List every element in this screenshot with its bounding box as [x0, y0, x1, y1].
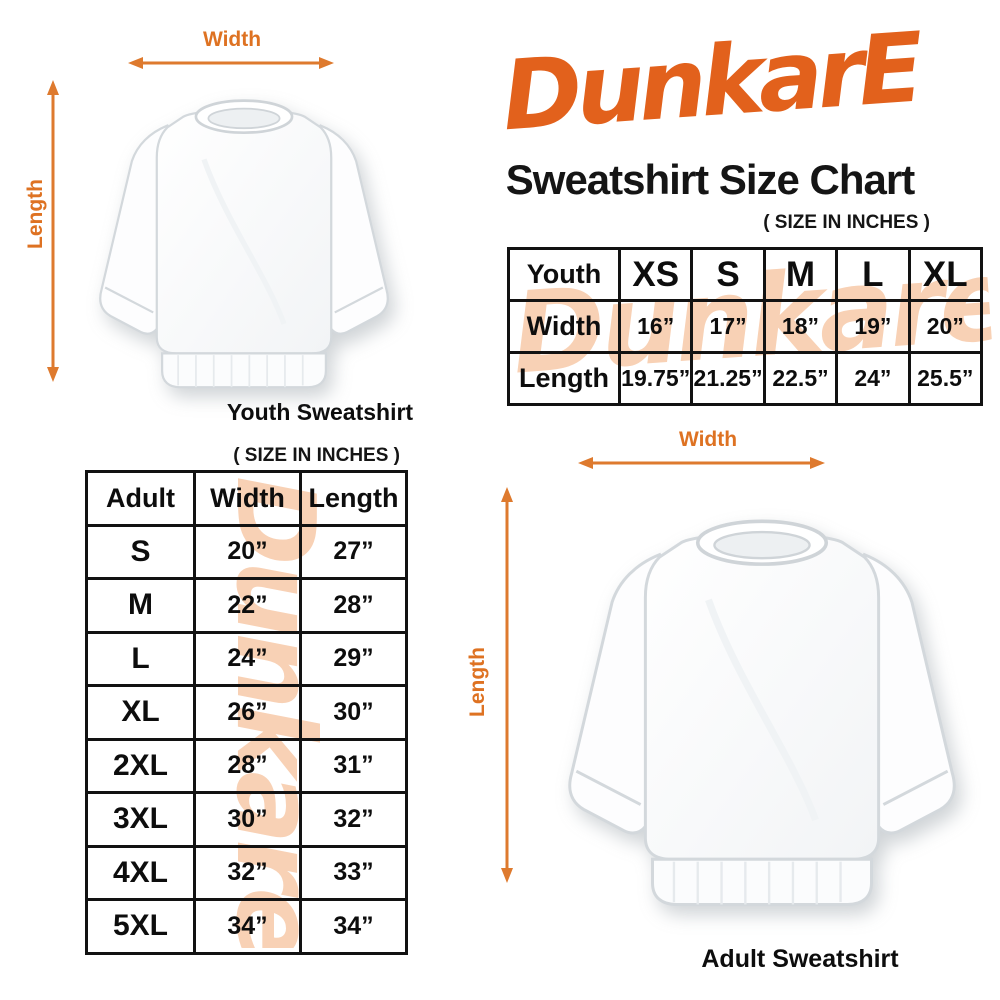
adult-width-label: Width: [678, 428, 738, 451]
adult-size-cell: 2XL: [85, 737, 196, 794]
table-cell: 34”: [193, 898, 302, 955]
table-row: 2XL 28” 31”: [85, 737, 408, 794]
adult-table-header-cell: Width: [193, 470, 302, 527]
size-unit-note-top: ( SIZE IN INCHES ): [763, 212, 930, 233]
table-cell: 19”: [835, 299, 911, 354]
youth-width-row-label: Width: [507, 299, 621, 354]
adult-width-arrow-icon: [578, 457, 825, 469]
table-row: Adult Width Length: [85, 470, 408, 527]
table-row: 3XL 30” 32”: [85, 791, 408, 848]
table-cell: 25.5”: [907, 351, 984, 406]
table-row: M 22” 28”: [85, 577, 408, 634]
table-row: Width 16” 17” 18” 19” 20”: [507, 299, 984, 354]
table-row: S 20” 27”: [85, 523, 408, 580]
youth-length-label: Length: [24, 179, 47, 249]
table-cell: 28”: [299, 577, 408, 634]
brand-logo: DunkarE: [498, 11, 922, 153]
adult-figure-caption: Adult Sweatshirt: [701, 945, 899, 973]
adult-size-table: Adult Width Length S 20” 27” M 22” 28” L…: [85, 470, 408, 955]
youth-sweatshirt-image: [99, 99, 389, 389]
table-cell: 17”: [690, 299, 766, 354]
table-cell: 32”: [299, 791, 408, 848]
adult-length-arrow-icon: [501, 487, 513, 883]
table-cell: 19.75”: [617, 351, 694, 406]
table-cell: 24”: [835, 351, 911, 406]
youth-size-header-cell: XS: [617, 247, 694, 302]
youth-table-corner-cell: Youth: [507, 247, 621, 302]
table-cell: 30”: [193, 791, 302, 848]
youth-size-header-cell: XL: [907, 247, 984, 302]
table-row: L 24” 29”: [85, 630, 408, 687]
youth-width-label: Width: [202, 28, 262, 51]
youth-size-table: Youth XS S M L XL Width 16” 17” 18” 19” …: [507, 247, 984, 406]
table-cell: 16”: [617, 299, 694, 354]
table-cell: 27”: [299, 523, 408, 580]
table-cell: 22”: [193, 577, 302, 634]
adult-size-cell: L: [85, 630, 196, 687]
adult-sweatshirt-image: [568, 519, 956, 906]
table-row: 5XL 34” 34”: [85, 898, 408, 955]
adult-size-cell: XL: [85, 684, 196, 741]
youth-figure-caption: Youth Sweatshirt: [226, 399, 414, 425]
youth-width-arrow-icon: [128, 57, 334, 69]
size-unit-note-adult: ( SIZE IN INCHES ): [233, 445, 400, 466]
table-cell: 32”: [193, 844, 302, 901]
youth-length-arrow-icon: [47, 80, 59, 382]
table-cell: 29”: [299, 630, 408, 687]
youth-size-header-cell: L: [835, 247, 911, 302]
youth-size-header-cell: M: [762, 247, 839, 302]
page-title: Sweatshirt Size Chart: [505, 156, 915, 203]
table-cell: 30”: [299, 684, 408, 741]
table-cell: 22.5”: [762, 351, 839, 406]
adult-table-header-cell: Length: [299, 470, 408, 527]
adult-size-cell: 3XL: [85, 791, 196, 848]
table-cell: 26”: [193, 684, 302, 741]
table-cell: 34”: [299, 898, 408, 955]
youth-size-table-section: Youth XS S M L XL Width 16” 17” 18” 19” …: [507, 247, 984, 406]
youth-size-header-cell: S: [690, 247, 766, 302]
adult-size-cell: 4XL: [85, 844, 196, 901]
adult-length-label: Length: [466, 647, 489, 717]
adult-size-cell: 5XL: [85, 898, 196, 955]
table-row: Youth XS S M L XL: [507, 247, 984, 302]
table-row: XL 26” 30”: [85, 684, 408, 741]
adult-size-table-section: Adult Width Length S 20” 27” M 22” 28” L…: [85, 470, 408, 955]
table-cell: 31”: [299, 737, 408, 794]
table-cell: 20”: [907, 299, 984, 354]
adult-size-cell: S: [85, 523, 196, 580]
table-cell: 33”: [299, 844, 408, 901]
adult-size-cell: M: [85, 577, 196, 634]
adult-table-header-cell: Adult: [85, 470, 196, 527]
table-row: Length 19.75” 21.25” 22.5” 24” 25.5”: [507, 351, 984, 406]
table-cell: 18”: [762, 299, 839, 354]
table-cell: 21.25”: [690, 351, 766, 406]
youth-length-row-label: Length: [507, 351, 621, 406]
table-cell: 24”: [193, 630, 302, 687]
table-cell: 28”: [193, 737, 302, 794]
table-cell: 20”: [193, 523, 302, 580]
table-row: 4XL 32” 33”: [85, 844, 408, 901]
